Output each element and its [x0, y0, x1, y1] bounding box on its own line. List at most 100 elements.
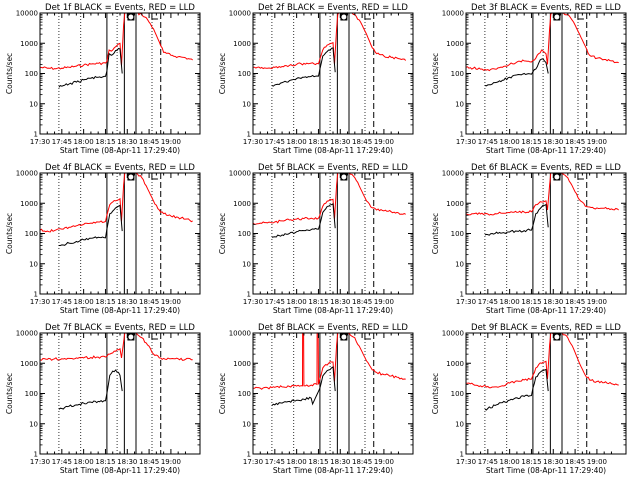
x-tick-label: 17:30 [243, 458, 263, 466]
x-tick-label: 18:30 [117, 298, 137, 306]
marker-circle [127, 173, 135, 181]
plot-frame [252, 332, 414, 455]
y-tick-label: 1000 [446, 360, 464, 368]
y-axis-label: Counts/sec [5, 53, 14, 94]
x-tick-label: 17:30 [30, 298, 50, 306]
series-events [58, 47, 123, 88]
x-tick-label: 18:45 [139, 458, 159, 466]
x-tick-label: 18:30 [330, 458, 350, 466]
detector-panel-3: 17:30 17:45 18:00 18:15 18:30 18:45 19:00 1 10 10… [431, 3, 627, 155]
x-tick-label: 17:30 [30, 138, 50, 146]
y-tick-label: 1000 [233, 40, 251, 48]
marker-bracket [577, 13, 584, 20]
x-axis-label: Start Time (08-Apr-11 17:29:40) [60, 466, 180, 475]
marker-bracket [577, 173, 584, 180]
x-tick-label: 17:45 [52, 138, 72, 146]
marker-bracket [151, 13, 158, 20]
x-tick-label: 17:45 [478, 138, 498, 146]
x-tick-label: 18:30 [330, 138, 350, 146]
x-axis-label: Start Time (08-Apr-11 17:29:40) [273, 146, 393, 155]
y-tick-label: 10 [242, 260, 251, 268]
x-tick-label: 18:15 [95, 298, 115, 306]
y-tick-label: 100 [451, 70, 464, 78]
marker-bracket [364, 13, 371, 20]
y-tick-label: 1 [247, 131, 251, 139]
panel-title: Det 9f BLACK = Events, RED = LLD [471, 323, 621, 333]
x-tick-label: 17:45 [52, 298, 72, 306]
x-tick-label: 19:00 [587, 298, 607, 306]
y-tick-label: 100 [451, 390, 464, 398]
plot-frame [465, 172, 627, 295]
y-tick-label: 100 [451, 230, 464, 238]
x-tick-label: 18:15 [308, 138, 328, 146]
y-tick-label: 1 [247, 291, 251, 299]
y-tick-label: 10000 [442, 170, 464, 178]
panel-title: Det 1f BLACK = Events, RED = LLD [45, 3, 195, 13]
series-events [271, 203, 336, 238]
x-tick-label: 18:15 [521, 298, 541, 306]
y-tick-label: 10 [29, 260, 38, 268]
x-tick-label: 18:00 [74, 458, 94, 466]
detector-panel-5: 17:30 17:45 18:00 18:15 18:30 18:45 19:00 1 10 10… [218, 163, 414, 315]
y-tick-label: 1 [460, 131, 464, 139]
y-tick-label: 100 [25, 390, 38, 398]
series-events [484, 368, 549, 411]
panel-title: Det 7f BLACK = Events, RED = LLD [45, 323, 195, 333]
y-tick-label: 10000 [229, 330, 251, 338]
x-tick-label: 18:15 [95, 458, 115, 466]
y-tick-label: 10000 [16, 10, 38, 18]
x-tick-label: 17:45 [478, 298, 498, 306]
y-tick-label: 10 [29, 100, 38, 108]
y-axis-label: Counts/sec [218, 213, 227, 254]
panel-title: Det 3f BLACK = Events, RED = LLD [471, 3, 621, 13]
x-tick-label: 19:00 [161, 138, 181, 146]
marker-bracket [577, 333, 584, 340]
x-tick-label: 19:00 [374, 458, 394, 466]
y-axis-label: Counts/sec [218, 53, 227, 94]
marker-circle [553, 333, 561, 341]
y-tick-label: 1 [34, 291, 38, 299]
x-tick-label: 18:00 [74, 298, 94, 306]
y-tick-label: 10 [242, 420, 251, 428]
x-tick-label: 19:00 [161, 298, 181, 306]
x-tick-label: 17:45 [265, 458, 285, 466]
series-lld [466, 333, 619, 389]
detector-panel-6: 17:30 17:45 18:00 18:15 18:30 18:45 19:00 1 10 10… [431, 163, 627, 315]
y-tick-label: 1000 [233, 200, 251, 208]
x-tick-label: 18:30 [543, 298, 563, 306]
marker-circle [340, 173, 348, 181]
x-tick-label: 17:30 [30, 458, 50, 466]
x-tick-label: 18:30 [330, 298, 350, 306]
marker-circle [553, 13, 561, 21]
x-axis-label: Start Time (08-Apr-11 17:29:40) [486, 466, 606, 475]
y-tick-label: 1 [460, 451, 464, 459]
plot-frame [252, 172, 414, 295]
marker-circle [127, 333, 135, 341]
x-tick-label: 18:45 [565, 458, 585, 466]
y-axis-label: Counts/sec [218, 373, 227, 414]
x-tick-label: 18:00 [287, 138, 307, 146]
y-axis-label: Counts/sec [431, 53, 440, 94]
x-tick-label: 19:00 [374, 298, 394, 306]
y-tick-label: 100 [238, 390, 251, 398]
y-tick-label: 10 [242, 100, 251, 108]
x-tick-label: 18:00 [74, 138, 94, 146]
x-tick-label: 18:45 [565, 298, 585, 306]
x-axis-label: Start Time (08-Apr-11 17:29:40) [273, 466, 393, 475]
x-tick-label: 18:15 [308, 458, 328, 466]
marker-bracket [151, 173, 158, 180]
y-tick-label: 1 [460, 291, 464, 299]
x-tick-label: 17:45 [265, 138, 285, 146]
y-tick-label: 10000 [442, 330, 464, 338]
series-events [484, 58, 549, 87]
y-tick-label: 100 [238, 230, 251, 238]
x-tick-label: 17:45 [265, 298, 285, 306]
marker-circle [127, 13, 135, 21]
y-tick-label: 10000 [229, 10, 251, 18]
series-lld [40, 13, 193, 71]
x-tick-label: 17:30 [456, 298, 476, 306]
x-tick-label: 18:45 [139, 138, 159, 146]
x-tick-label: 18:45 [139, 298, 159, 306]
x-tick-label: 19:00 [374, 138, 394, 146]
